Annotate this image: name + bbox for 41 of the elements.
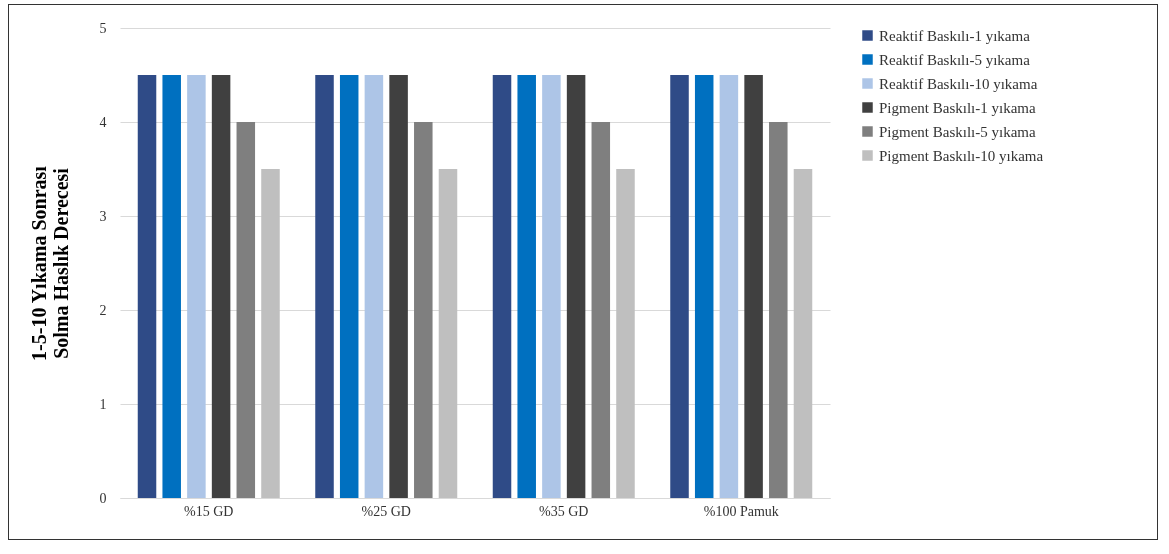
- bar: [438, 169, 458, 498]
- legend-label: Pigment Baskılı-10 yıkama: [879, 147, 1044, 164]
- y-tick-label: 4: [99, 114, 107, 130]
- x-tick-label: %25 GD: [361, 503, 411, 519]
- y-tick-label: 3: [99, 208, 107, 224]
- bar: [137, 75, 157, 498]
- bar: [187, 75, 206, 498]
- y-tick-label: 0: [99, 490, 107, 506]
- legend-label: Reaktif Baskılı-10 yıkama: [879, 75, 1038, 92]
- y-tick-label: 1: [99, 396, 107, 412]
- bar: [315, 75, 334, 498]
- bar: [566, 75, 586, 498]
- legend-label: Pigment Baskılı-1 yıkama: [879, 99, 1036, 116]
- x-tick-label: %15 GD: [184, 503, 234, 519]
- bar: [364, 75, 384, 498]
- bar: [591, 122, 611, 498]
- bar: [616, 169, 635, 498]
- x-tick-label: %35 GD: [539, 503, 589, 519]
- bar: [694, 75, 714, 498]
- bar: [769, 122, 788, 498]
- y-axis-title: 1-5-10 Yıkama Sonrası Solma Haslık Derecesi: [27, 165, 72, 361]
- legend-label: Reaktif Baskılı-5 yıkama: [879, 51, 1031, 68]
- bar: [517, 75, 536, 498]
- bar: [542, 75, 561, 498]
- bar: [492, 75, 512, 498]
- bar: [414, 122, 433, 498]
- bar: [339, 75, 359, 498]
- bar: [211, 75, 231, 498]
- legend-label: Reaktif Baskılı-1 yıkama: [879, 27, 1031, 44]
- bar: [162, 75, 181, 498]
- y-tick-label: 2: [99, 302, 107, 318]
- bar: [236, 122, 256, 498]
- bar: [670, 75, 689, 498]
- bar: [261, 169, 280, 498]
- bar: [719, 75, 739, 498]
- bar: [793, 169, 813, 498]
- bar: [744, 75, 763, 498]
- legend-label: Pigment Baskılı-5 yıkama: [879, 123, 1036, 140]
- x-tick-label: %100 Pamuk: [703, 503, 779, 519]
- bar: [389, 75, 408, 498]
- y-tick-label: 5: [99, 20, 107, 36]
